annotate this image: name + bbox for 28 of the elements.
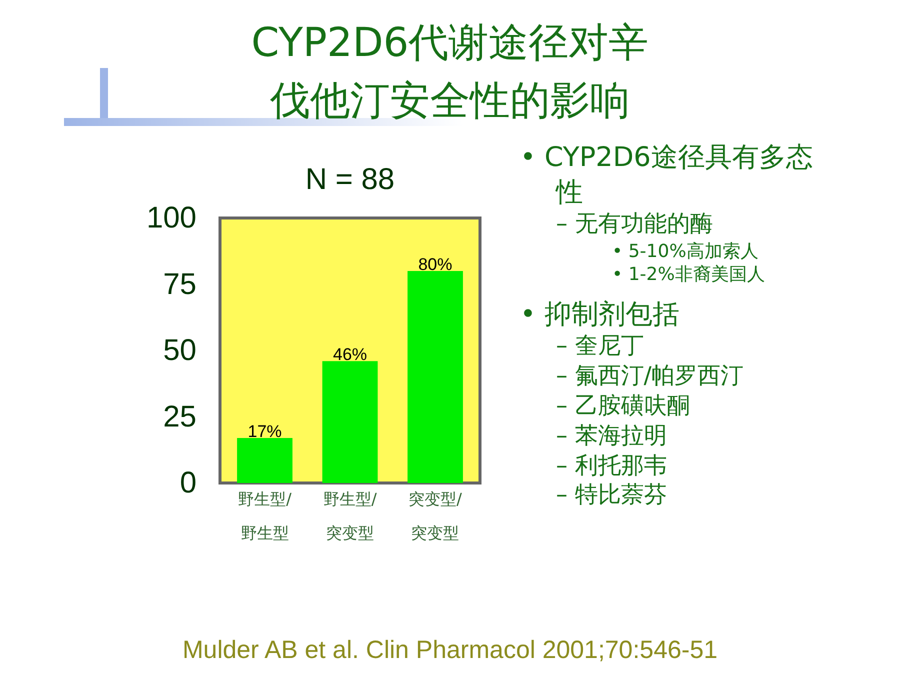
text: – 苯海拉明 <box>555 422 668 451</box>
y-tick-label: 75 <box>163 268 196 301</box>
bar <box>322 361 378 483</box>
chart-title: CYP2D6代谢途径对辛伐他汀安全性的影响 <box>250 19 650 126</box>
text: – 奎尼丁 <box>555 332 645 361</box>
bar <box>237 438 292 483</box>
text: – 利托那韦 <box>555 452 668 481</box>
text: – 氟西汀/帕罗西汀 <box>555 362 745 391</box>
text: – 无有功能的酶 <box>555 210 714 240</box>
text: • 5-10%高加索人 <box>611 240 760 264</box>
y-tick-label: 25 <box>163 400 196 434</box>
y-tick-label: 50 <box>163 334 196 367</box>
x-tick-label: 野生型/ 突变型 <box>323 490 378 542</box>
text: Mulder AB et al. Clin Pharmacol 2001;70:546-51 <box>181 636 719 665</box>
text: • 1-2%非裔美国人 <box>611 263 766 287</box>
x-tick-label: 野生型/ 野生型 <box>238 490 292 542</box>
y-tick-label: 0 <box>180 466 196 500</box>
data-label: 80% <box>418 255 452 274</box>
data-label: 17% <box>248 422 282 441</box>
x-tick-label: 突变型/ 突变型 <box>408 490 463 542</box>
text: – 乙胺磺呋酮 <box>555 392 691 421</box>
text: • CYP2D6途径具有多态性 <box>520 141 814 210</box>
data-label: 46% <box>332 345 368 364</box>
y-tick-label: 100 <box>146 202 196 234</box>
text: – 特比萘芬 <box>555 481 668 510</box>
bar <box>408 271 463 483</box>
chart-subtitle: N = 88 <box>305 163 395 196</box>
text: • 抑制剂包括 <box>520 298 681 332</box>
